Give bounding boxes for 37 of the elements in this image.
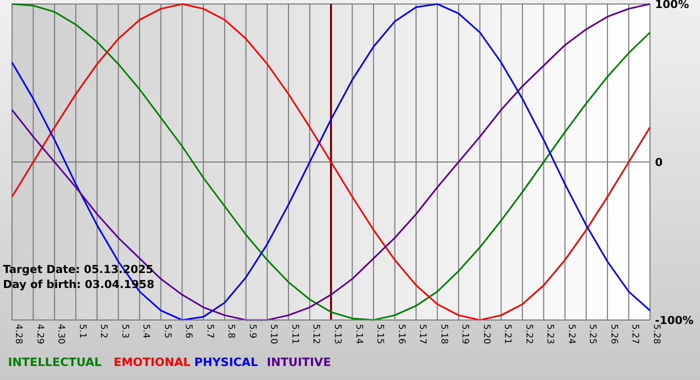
x-tick-label: 5.20 [480, 324, 491, 344]
x-tick-label: 5.23 [544, 324, 555, 344]
x-tick-label: 5.21 [502, 324, 512, 344]
x-tick-label: 5.3 [119, 324, 130, 338]
x-tick-label: 5.7 [204, 324, 214, 338]
x-tick-label: 4.29 [34, 324, 44, 344]
x-tick-label: 5.17 [417, 324, 428, 344]
x-tick-label: 5.11 [289, 324, 300, 344]
x-tick-label: 5.26 [608, 324, 618, 344]
x-tick-label: 5.6 [183, 324, 194, 339]
x-tick-label: 4.30 [56, 324, 66, 344]
x-tick-label: 5.14 [353, 324, 364, 344]
x-tick-label: 5.24 [566, 324, 576, 344]
x-tick-label: 5.27 [630, 324, 640, 344]
text: PHYSICAL [194, 355, 259, 369]
x-tick-label: 5.8 [226, 324, 236, 339]
x-tick-label: 5.28 [651, 324, 661, 344]
x-tick-label: 5.2 [98, 324, 108, 338]
text: INTUITIVE [266, 355, 332, 369]
x-tick-label: 4.28 [13, 324, 23, 344]
x-tick-label: 5.1 [76, 324, 87, 338]
x-tick-label: 5.19 [460, 324, 470, 344]
x-tick-label: 5.4 [140, 324, 151, 339]
x-tick-label: 5.12 [310, 324, 321, 344]
text: INTELLECTUAL [8, 355, 102, 369]
text: EMOTIONAL [114, 355, 192, 369]
y-tick-label: 100% [655, 0, 689, 11]
y-tick-label: 0 [655, 156, 663, 169]
x-tick-label: 5.22 [523, 324, 534, 344]
x-tick-label: 5.13 [332, 324, 342, 344]
x-tick-label: 5.10 [268, 324, 278, 344]
x-tick-label: 5.18 [438, 324, 448, 344]
x-tick-label: 5.25 [587, 324, 598, 344]
x-tick-label: 5.15 [374, 324, 385, 344]
x-tick-label: 5.5 [162, 324, 172, 338]
x-tick-label: 5.9 [246, 324, 257, 339]
x-tick-label: 5.16 [396, 324, 406, 344]
